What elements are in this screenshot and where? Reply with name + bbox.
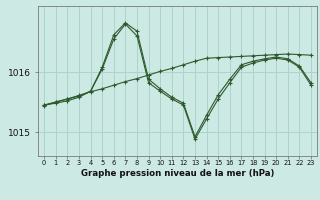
X-axis label: Graphe pression niveau de la mer (hPa): Graphe pression niveau de la mer (hPa)	[81, 169, 274, 178]
